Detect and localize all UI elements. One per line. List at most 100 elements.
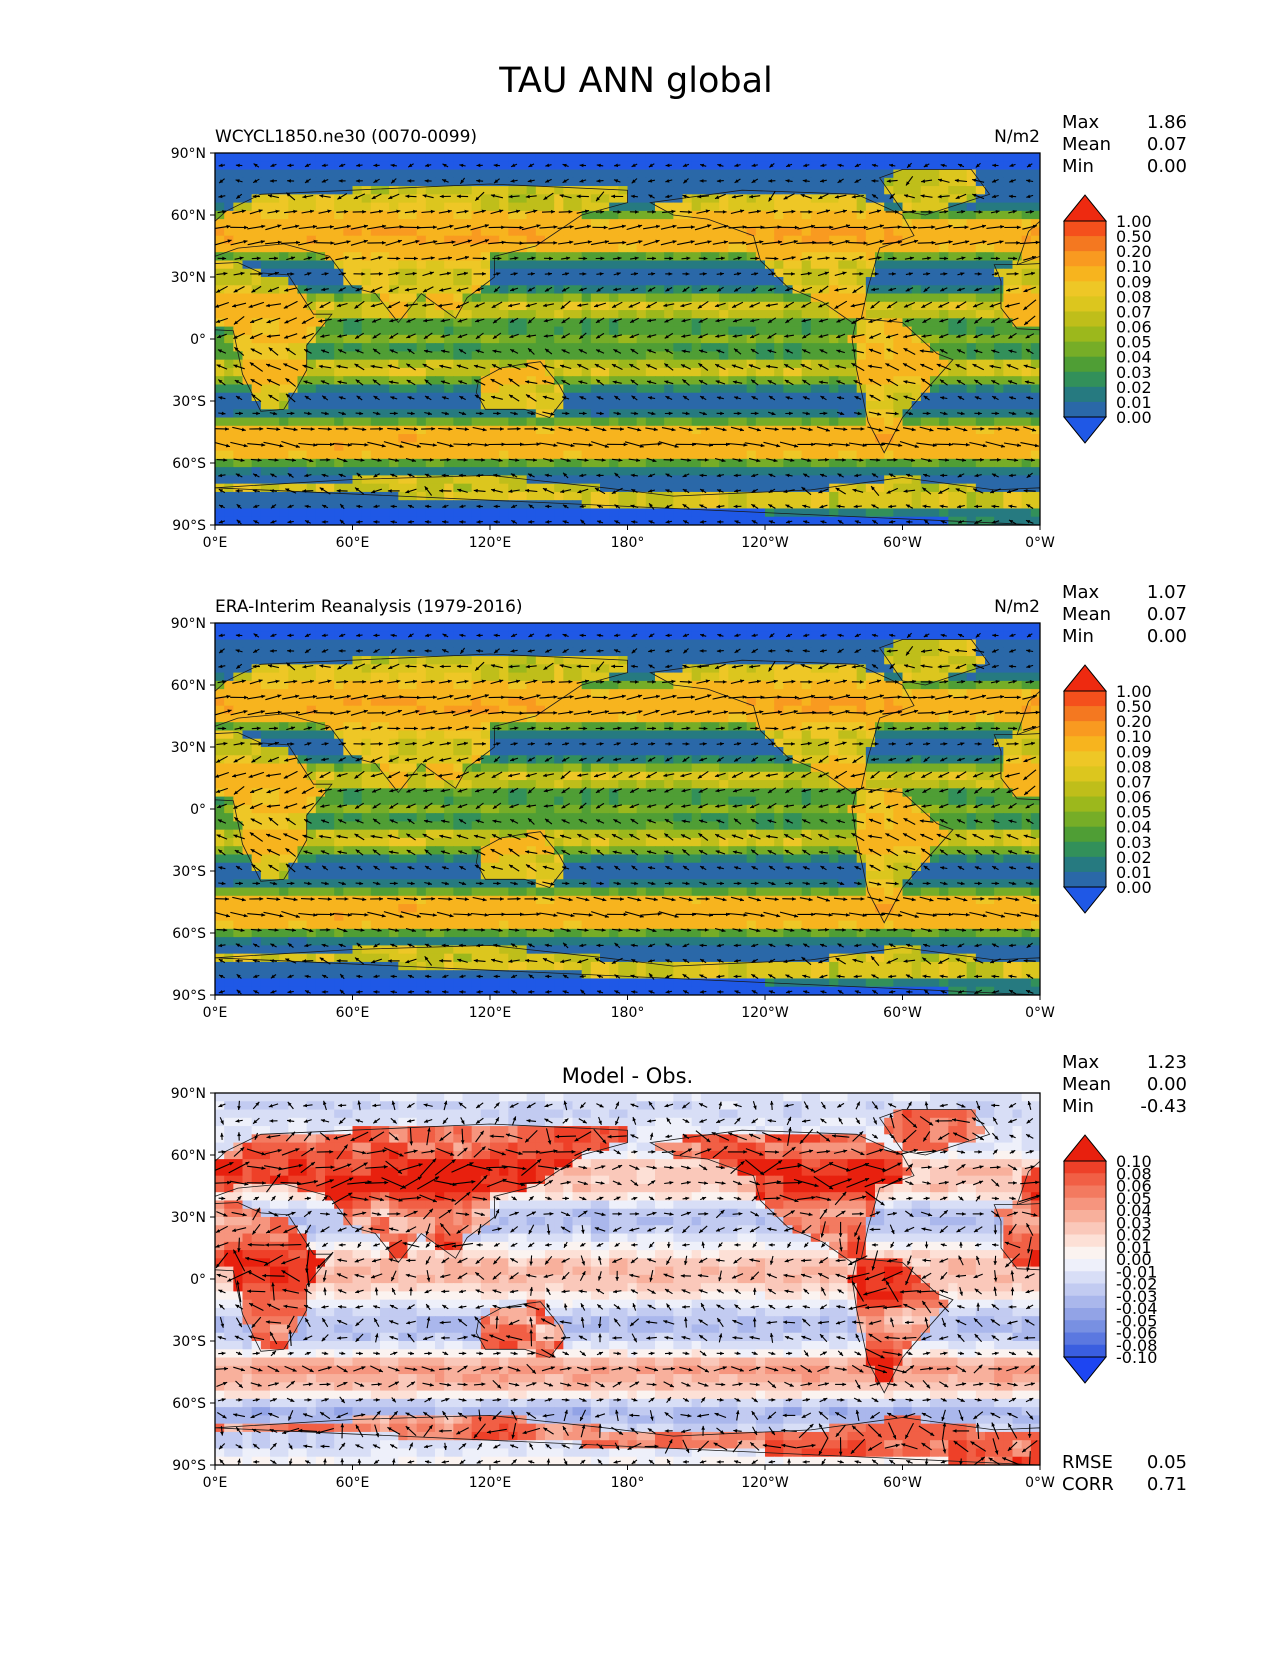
field-cell <box>793 484 803 493</box>
field-cell <box>710 277 720 286</box>
field-cell <box>673 451 683 460</box>
field-cell <box>472 310 482 319</box>
field-cell <box>398 508 408 517</box>
field-cell <box>710 517 720 526</box>
field-cell <box>554 277 564 286</box>
field-cell <box>701 401 711 410</box>
field-cell <box>728 310 738 319</box>
field-cell <box>362 484 372 493</box>
field-cell <box>343 302 353 311</box>
field-cell <box>499 178 509 187</box>
field-cell <box>527 368 537 377</box>
field-cell <box>609 310 619 319</box>
field-cell <box>738 418 748 427</box>
field-cell <box>793 351 803 360</box>
field-cell <box>490 434 500 443</box>
field-cell <box>518 203 528 212</box>
field-cell <box>518 492 528 501</box>
field-cell <box>453 219 463 228</box>
field-cell <box>252 310 262 319</box>
field-cell <box>848 418 858 427</box>
field-cell <box>774 393 784 402</box>
field-cell <box>921 294 931 303</box>
field-cell <box>536 318 546 327</box>
field-cell <box>1003 170 1013 179</box>
field-cell <box>994 170 1004 179</box>
field-cell <box>298 219 308 228</box>
field-cell <box>664 508 674 517</box>
field-cell <box>270 327 280 336</box>
field-cell <box>939 343 949 352</box>
field-cell <box>609 368 619 377</box>
field-cell <box>371 418 381 427</box>
field-cell <box>453 492 463 501</box>
field-cell <box>637 178 647 187</box>
field-cell <box>921 252 931 261</box>
field-cell <box>1003 434 1013 443</box>
field-cell <box>527 294 537 303</box>
field-cell <box>985 401 995 410</box>
field-cell <box>563 153 573 162</box>
field-cell <box>444 302 454 311</box>
field-cell <box>1013 467 1023 476</box>
field-cell <box>1031 376 1041 385</box>
field-cell <box>298 418 308 427</box>
field-cell <box>334 294 344 303</box>
coastline <box>55 170 165 216</box>
field-cell <box>609 508 619 517</box>
field-cell <box>490 310 500 319</box>
field-cell <box>499 269 509 278</box>
field-cell <box>967 186 977 195</box>
field-cell <box>343 401 353 410</box>
field-cell <box>747 418 757 427</box>
field-cell <box>1031 451 1041 460</box>
field-cell <box>692 409 702 418</box>
field-cell <box>298 360 308 369</box>
field-cell <box>499 170 509 179</box>
field-cell <box>600 203 610 212</box>
field-cell <box>921 351 931 360</box>
field-cell <box>398 153 408 162</box>
field-cell <box>1003 508 1013 517</box>
field-cell <box>719 343 729 352</box>
field-cell <box>325 194 335 203</box>
field-cell <box>371 492 381 501</box>
field-cell <box>472 277 482 286</box>
field-cell <box>618 475 628 484</box>
field-cell <box>270 302 280 311</box>
field-cell <box>215 434 225 443</box>
field-cell <box>472 327 482 336</box>
field-cell <box>252 508 262 517</box>
field-cell <box>793 153 803 162</box>
field-cell <box>765 227 775 236</box>
field-cell <box>417 418 427 427</box>
field-cell <box>527 186 537 195</box>
field-cell <box>765 418 775 427</box>
field-cell <box>719 294 729 303</box>
field-cell <box>756 343 766 352</box>
field-cell <box>582 384 592 393</box>
field-cell <box>747 343 757 352</box>
field-cell <box>774 434 784 443</box>
field-cell <box>948 384 958 393</box>
field-cell <box>921 310 931 319</box>
field-cell <box>811 418 821 427</box>
field-cell <box>958 186 968 195</box>
field-cell <box>343 418 353 427</box>
field-cell <box>472 508 482 517</box>
field-cell <box>1031 318 1041 327</box>
field-cell <box>738 517 748 526</box>
field-cell <box>591 426 601 435</box>
field-cell <box>444 260 454 269</box>
field-cell <box>261 426 271 435</box>
field-cell <box>756 294 766 303</box>
field-cell <box>472 434 482 443</box>
field-cell <box>1003 426 1013 435</box>
field-cell <box>481 153 491 162</box>
field-cell <box>820 384 830 393</box>
field-cell <box>811 227 821 236</box>
field-cell <box>563 368 573 377</box>
field-cell <box>930 285 940 294</box>
field-cell <box>353 508 363 517</box>
